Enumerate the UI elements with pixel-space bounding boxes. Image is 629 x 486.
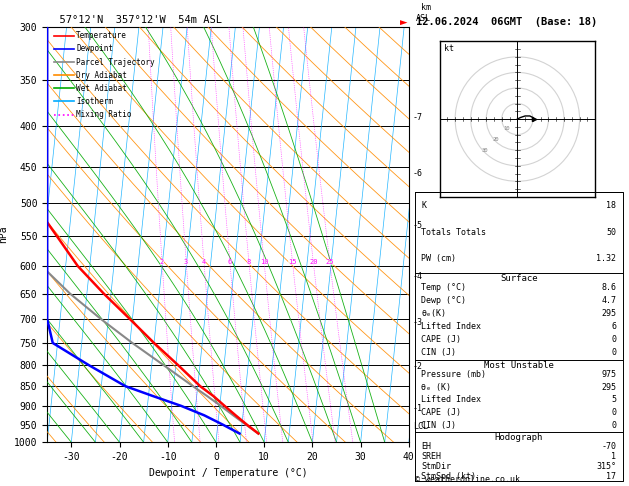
Text: 4: 4 xyxy=(202,259,206,265)
Text: -6: -6 xyxy=(413,169,423,178)
Text: Wet Adiabat: Wet Adiabat xyxy=(76,84,127,93)
Text: -3: -3 xyxy=(413,318,423,327)
Text: 0: 0 xyxy=(611,421,616,430)
Text: K: K xyxy=(421,201,426,209)
Text: 315°: 315° xyxy=(596,462,616,471)
Text: km
ASL: km ASL xyxy=(416,3,431,22)
Text: -2: -2 xyxy=(413,363,423,371)
Text: Hodograph: Hodograph xyxy=(495,434,543,442)
Text: EH: EH xyxy=(421,442,431,451)
Text: 295: 295 xyxy=(601,382,616,392)
Text: θₑ (K): θₑ (K) xyxy=(421,382,452,392)
Text: kt: kt xyxy=(444,44,454,52)
Text: StmDir: StmDir xyxy=(421,462,452,471)
Text: 6: 6 xyxy=(228,259,232,265)
Text: 10: 10 xyxy=(503,126,509,131)
Text: 0: 0 xyxy=(611,348,616,357)
Text: Lifted Index: Lifted Index xyxy=(421,322,481,331)
Text: 295: 295 xyxy=(601,309,616,318)
Text: 10: 10 xyxy=(260,259,269,265)
X-axis label: Dewpoint / Temperature (°C): Dewpoint / Temperature (°C) xyxy=(148,468,308,478)
Text: 15: 15 xyxy=(288,259,297,265)
Text: CAPE (J): CAPE (J) xyxy=(421,335,461,344)
Text: Dry Adiabat: Dry Adiabat xyxy=(76,70,127,80)
Text: 17: 17 xyxy=(606,471,616,481)
Text: -1: -1 xyxy=(413,404,423,413)
Text: 18: 18 xyxy=(606,201,616,209)
Text: 4.7: 4.7 xyxy=(601,296,616,305)
Text: 20: 20 xyxy=(493,137,499,142)
Text: Surface: Surface xyxy=(500,275,538,283)
Text: θₑ(K): θₑ(K) xyxy=(421,309,447,318)
Text: 30: 30 xyxy=(481,148,488,153)
Text: 25: 25 xyxy=(325,259,334,265)
Y-axis label: hPa: hPa xyxy=(0,226,8,243)
Text: Mixing Ratio: Mixing Ratio xyxy=(76,110,131,119)
Text: Pressure (mb): Pressure (mb) xyxy=(421,370,486,379)
Text: Temperature: Temperature xyxy=(76,31,127,40)
Text: Lifted Index: Lifted Index xyxy=(421,395,481,404)
Text: 3: 3 xyxy=(184,259,188,265)
Text: CIN (J): CIN (J) xyxy=(421,348,457,357)
Text: PW (cm): PW (cm) xyxy=(421,255,457,263)
Text: -4: -4 xyxy=(413,272,423,280)
Text: 975: 975 xyxy=(601,370,616,379)
Text: CAPE (J): CAPE (J) xyxy=(421,408,461,417)
Text: LCL: LCL xyxy=(413,422,428,431)
Text: 1.32: 1.32 xyxy=(596,255,616,263)
Text: 57°12'N  357°12'W  54m ASL: 57°12'N 357°12'W 54m ASL xyxy=(47,15,222,25)
Text: 6: 6 xyxy=(611,322,616,331)
Text: 50: 50 xyxy=(606,227,616,237)
Text: 12.06.2024  06GMT  (Base: 18): 12.06.2024 06GMT (Base: 18) xyxy=(416,17,598,27)
Text: 0: 0 xyxy=(611,335,616,344)
Text: Dewpoint: Dewpoint xyxy=(76,44,113,53)
Text: 8: 8 xyxy=(247,259,251,265)
Text: © weatheronline.co.uk: © weatheronline.co.uk xyxy=(415,474,520,484)
Text: 2: 2 xyxy=(160,259,164,265)
Text: 5: 5 xyxy=(611,395,616,404)
Text: Most Unstable: Most Unstable xyxy=(484,361,554,370)
Text: Dewp (°C): Dewp (°C) xyxy=(421,296,466,305)
Text: 1: 1 xyxy=(611,452,616,461)
Text: ►: ► xyxy=(400,17,408,30)
Text: Isotherm: Isotherm xyxy=(76,97,113,106)
Text: 8.6: 8.6 xyxy=(601,283,616,292)
Text: -5: -5 xyxy=(413,221,423,230)
Text: Totals Totals: Totals Totals xyxy=(421,227,486,237)
Text: 0: 0 xyxy=(611,408,616,417)
Text: Parcel Trajectory: Parcel Trajectory xyxy=(76,57,155,67)
Text: StmSpd (kt): StmSpd (kt) xyxy=(421,471,476,481)
Text: SREH: SREH xyxy=(421,452,442,461)
Text: Temp (°C): Temp (°C) xyxy=(421,283,466,292)
Text: -7: -7 xyxy=(413,113,423,122)
Text: 20: 20 xyxy=(309,259,318,265)
Text: -70: -70 xyxy=(601,442,616,451)
Text: CIN (J): CIN (J) xyxy=(421,421,457,430)
